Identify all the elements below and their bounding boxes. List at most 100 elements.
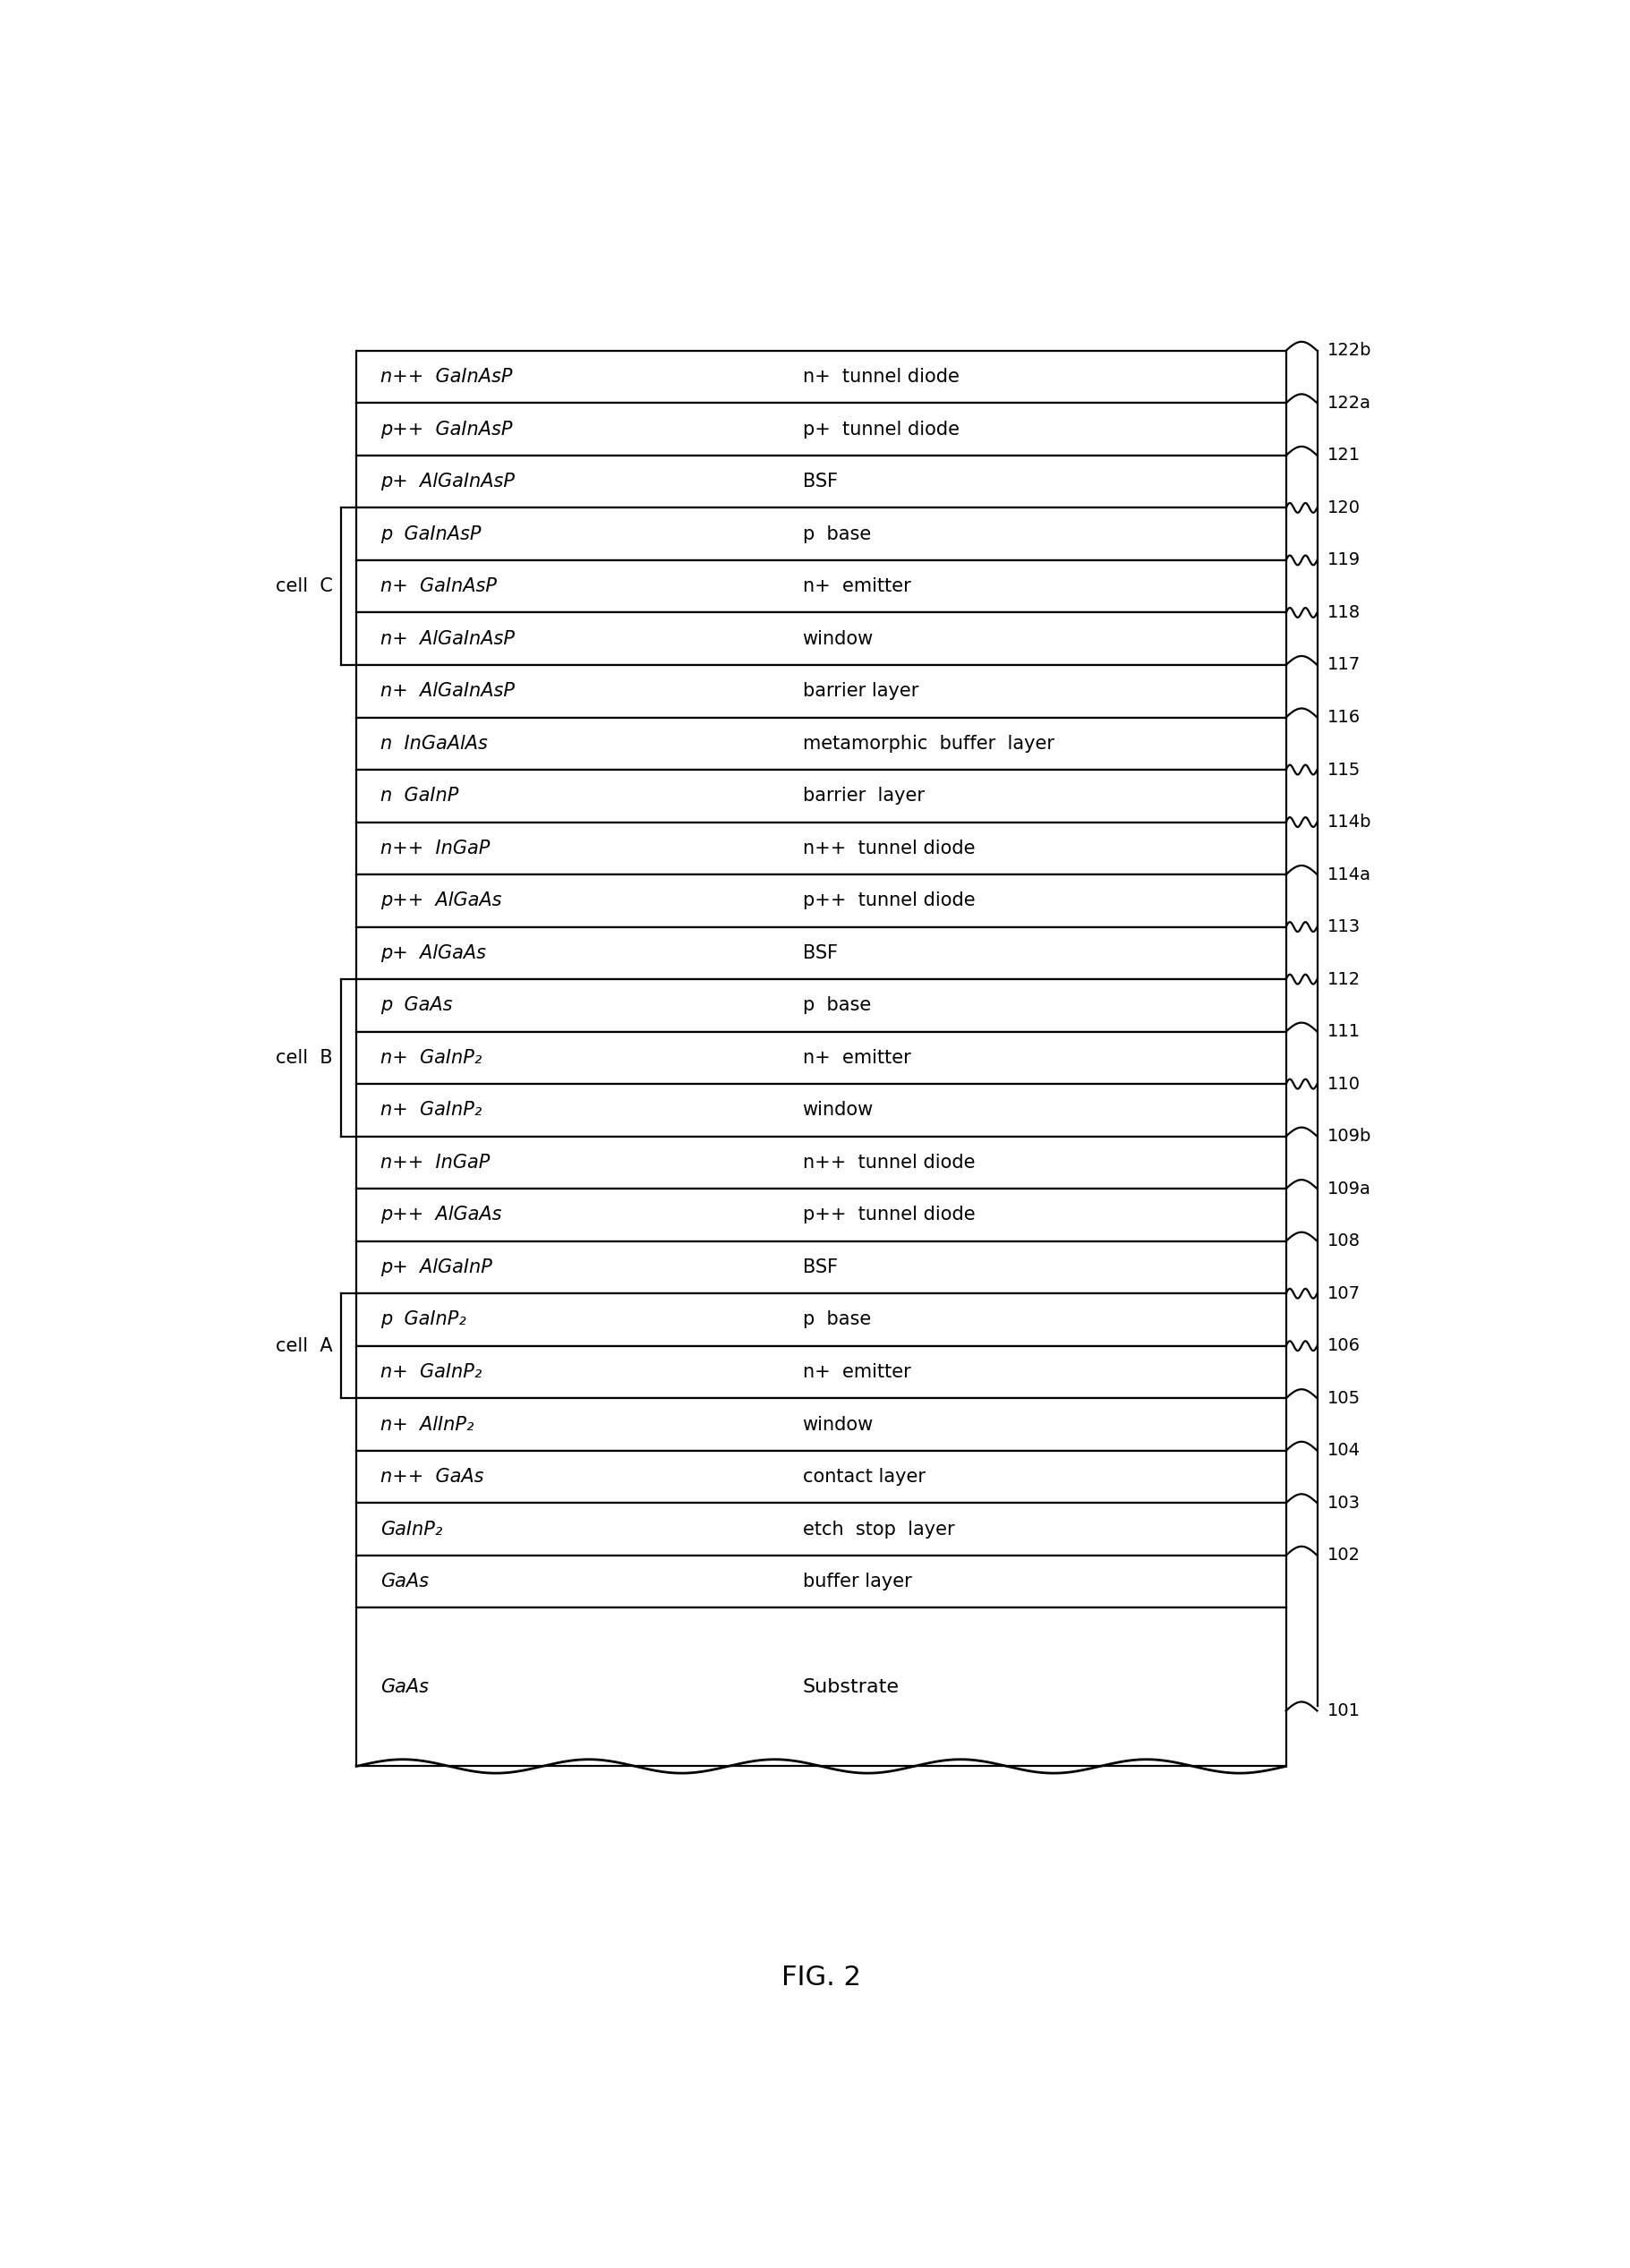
Text: 119: 119 xyxy=(1327,551,1361,569)
Text: n+  GaInAsP: n+ GaInAsP xyxy=(381,578,497,596)
Text: p++  tunnel diode: p++ tunnel diode xyxy=(802,891,975,909)
Text: barrier layer: barrier layer xyxy=(802,683,918,701)
Text: p++  AlGaAs: p++ AlGaAs xyxy=(381,1207,502,1225)
Text: 111: 111 xyxy=(1327,1023,1361,1041)
Bar xyxy=(357,928,1286,980)
Text: 122b: 122b xyxy=(1327,342,1372,358)
Text: BSF: BSF xyxy=(802,472,838,490)
Text: contact layer: contact layer xyxy=(802,1467,926,1486)
Text: p+  AlGaAs: p+ AlGaAs xyxy=(381,943,486,962)
Text: 105: 105 xyxy=(1327,1390,1361,1406)
Text: metamorphic  buffer  layer: metamorphic buffer layer xyxy=(802,735,1055,753)
Bar xyxy=(357,352,1286,404)
Bar xyxy=(357,717,1286,769)
Text: 108: 108 xyxy=(1327,1232,1361,1250)
Bar xyxy=(357,980,1286,1032)
Text: n+  tunnel diode: n+ tunnel diode xyxy=(802,367,958,386)
Text: p  GaInP₂: p GaInP₂ xyxy=(381,1311,466,1329)
Text: n+  AlGaInAsP: n+ AlGaInAsP xyxy=(381,631,515,649)
Bar xyxy=(357,1032,1286,1084)
Text: p+  AlGaInP: p+ AlGaInP xyxy=(381,1259,492,1277)
Bar xyxy=(357,769,1286,821)
Bar xyxy=(357,1345,1286,1399)
Text: GaInP₂: GaInP₂ xyxy=(381,1520,443,1538)
Text: 109a: 109a xyxy=(1327,1179,1371,1198)
Bar xyxy=(357,1241,1286,1293)
Text: 122a: 122a xyxy=(1327,395,1371,411)
Text: n++  GaAs: n++ GaAs xyxy=(381,1467,484,1486)
Bar xyxy=(357,1399,1286,1452)
Bar xyxy=(357,508,1286,560)
Text: n++  InGaP: n++ InGaP xyxy=(381,1154,491,1173)
Text: Substrate: Substrate xyxy=(802,1678,900,1696)
Bar xyxy=(357,875,1286,928)
Text: n++  tunnel diode: n++ tunnel diode xyxy=(802,839,975,857)
Text: cell  B: cell B xyxy=(275,1048,333,1066)
Bar xyxy=(357,1293,1286,1345)
Bar xyxy=(357,1136,1286,1188)
Text: n+  AlInP₂: n+ AlInP₂ xyxy=(381,1415,474,1433)
Text: n+  AlGaInAsP: n+ AlGaInAsP xyxy=(381,683,515,701)
Text: 115: 115 xyxy=(1327,762,1361,778)
Text: buffer layer: buffer layer xyxy=(802,1572,911,1590)
Text: 106: 106 xyxy=(1327,1338,1361,1354)
Text: n++  GaInAsP: n++ GaInAsP xyxy=(381,367,513,386)
Text: 107: 107 xyxy=(1327,1286,1361,1302)
Text: 120: 120 xyxy=(1327,499,1361,517)
Text: p++  GaInAsP: p++ GaInAsP xyxy=(381,420,513,438)
Text: GaAs: GaAs xyxy=(381,1572,429,1590)
Text: 113: 113 xyxy=(1327,919,1361,934)
Text: 118: 118 xyxy=(1327,603,1361,621)
Text: 121: 121 xyxy=(1327,447,1361,465)
Text: cell  C: cell C xyxy=(275,578,333,596)
Text: 104: 104 xyxy=(1327,1442,1361,1458)
Text: p  GaInAsP: p GaInAsP xyxy=(381,526,481,542)
Bar xyxy=(357,1084,1286,1136)
Text: p+  tunnel diode: p+ tunnel diode xyxy=(802,420,958,438)
Bar xyxy=(357,404,1286,456)
Text: cell  A: cell A xyxy=(275,1336,333,1354)
Text: barrier  layer: barrier layer xyxy=(802,787,924,805)
Text: window: window xyxy=(802,1102,874,1118)
Bar xyxy=(357,1188,1286,1241)
Text: 102: 102 xyxy=(1327,1547,1361,1565)
Text: GaAs: GaAs xyxy=(381,1678,429,1696)
Text: 116: 116 xyxy=(1327,710,1361,726)
Text: p++  AlGaAs: p++ AlGaAs xyxy=(381,891,502,909)
Bar xyxy=(357,821,1286,875)
Text: p+  AlGaInAsP: p+ AlGaInAsP xyxy=(381,472,515,490)
Text: n  GaInP: n GaInP xyxy=(381,787,460,805)
Bar xyxy=(357,456,1286,508)
Bar xyxy=(357,1608,1286,1767)
Text: 101: 101 xyxy=(1327,1703,1361,1719)
Text: n++  tunnel diode: n++ tunnel diode xyxy=(802,1154,975,1173)
Text: p  base: p base xyxy=(802,1311,870,1329)
Bar xyxy=(357,665,1286,717)
Bar xyxy=(357,1504,1286,1556)
Bar xyxy=(357,1452,1286,1504)
Text: p  GaAs: p GaAs xyxy=(381,996,453,1014)
Text: n+  emitter: n+ emitter xyxy=(802,1048,911,1066)
Text: n+  GaInP₂: n+ GaInP₂ xyxy=(381,1048,482,1066)
Text: 114a: 114a xyxy=(1327,866,1371,882)
Text: 103: 103 xyxy=(1327,1495,1361,1510)
Text: n+  emitter: n+ emitter xyxy=(802,578,911,596)
Text: p  base: p base xyxy=(802,996,870,1014)
Text: 112: 112 xyxy=(1327,971,1361,989)
Text: BSF: BSF xyxy=(802,943,838,962)
Text: 109b: 109b xyxy=(1327,1127,1372,1145)
Bar xyxy=(357,612,1286,665)
Text: window: window xyxy=(802,1415,874,1433)
Text: n+  emitter: n+ emitter xyxy=(802,1363,911,1381)
Text: BSF: BSF xyxy=(802,1259,838,1277)
Text: 114b: 114b xyxy=(1327,814,1372,830)
Text: p  base: p base xyxy=(802,526,870,542)
Text: 117: 117 xyxy=(1327,655,1361,674)
Text: window: window xyxy=(802,631,874,649)
Bar xyxy=(357,1556,1286,1608)
Text: n  InGaAlAs: n InGaAlAs xyxy=(381,735,487,753)
Text: p++  tunnel diode: p++ tunnel diode xyxy=(802,1207,975,1225)
Text: 110: 110 xyxy=(1327,1075,1361,1093)
Bar xyxy=(357,560,1286,612)
Text: n+  GaInP₂: n+ GaInP₂ xyxy=(381,1102,482,1118)
